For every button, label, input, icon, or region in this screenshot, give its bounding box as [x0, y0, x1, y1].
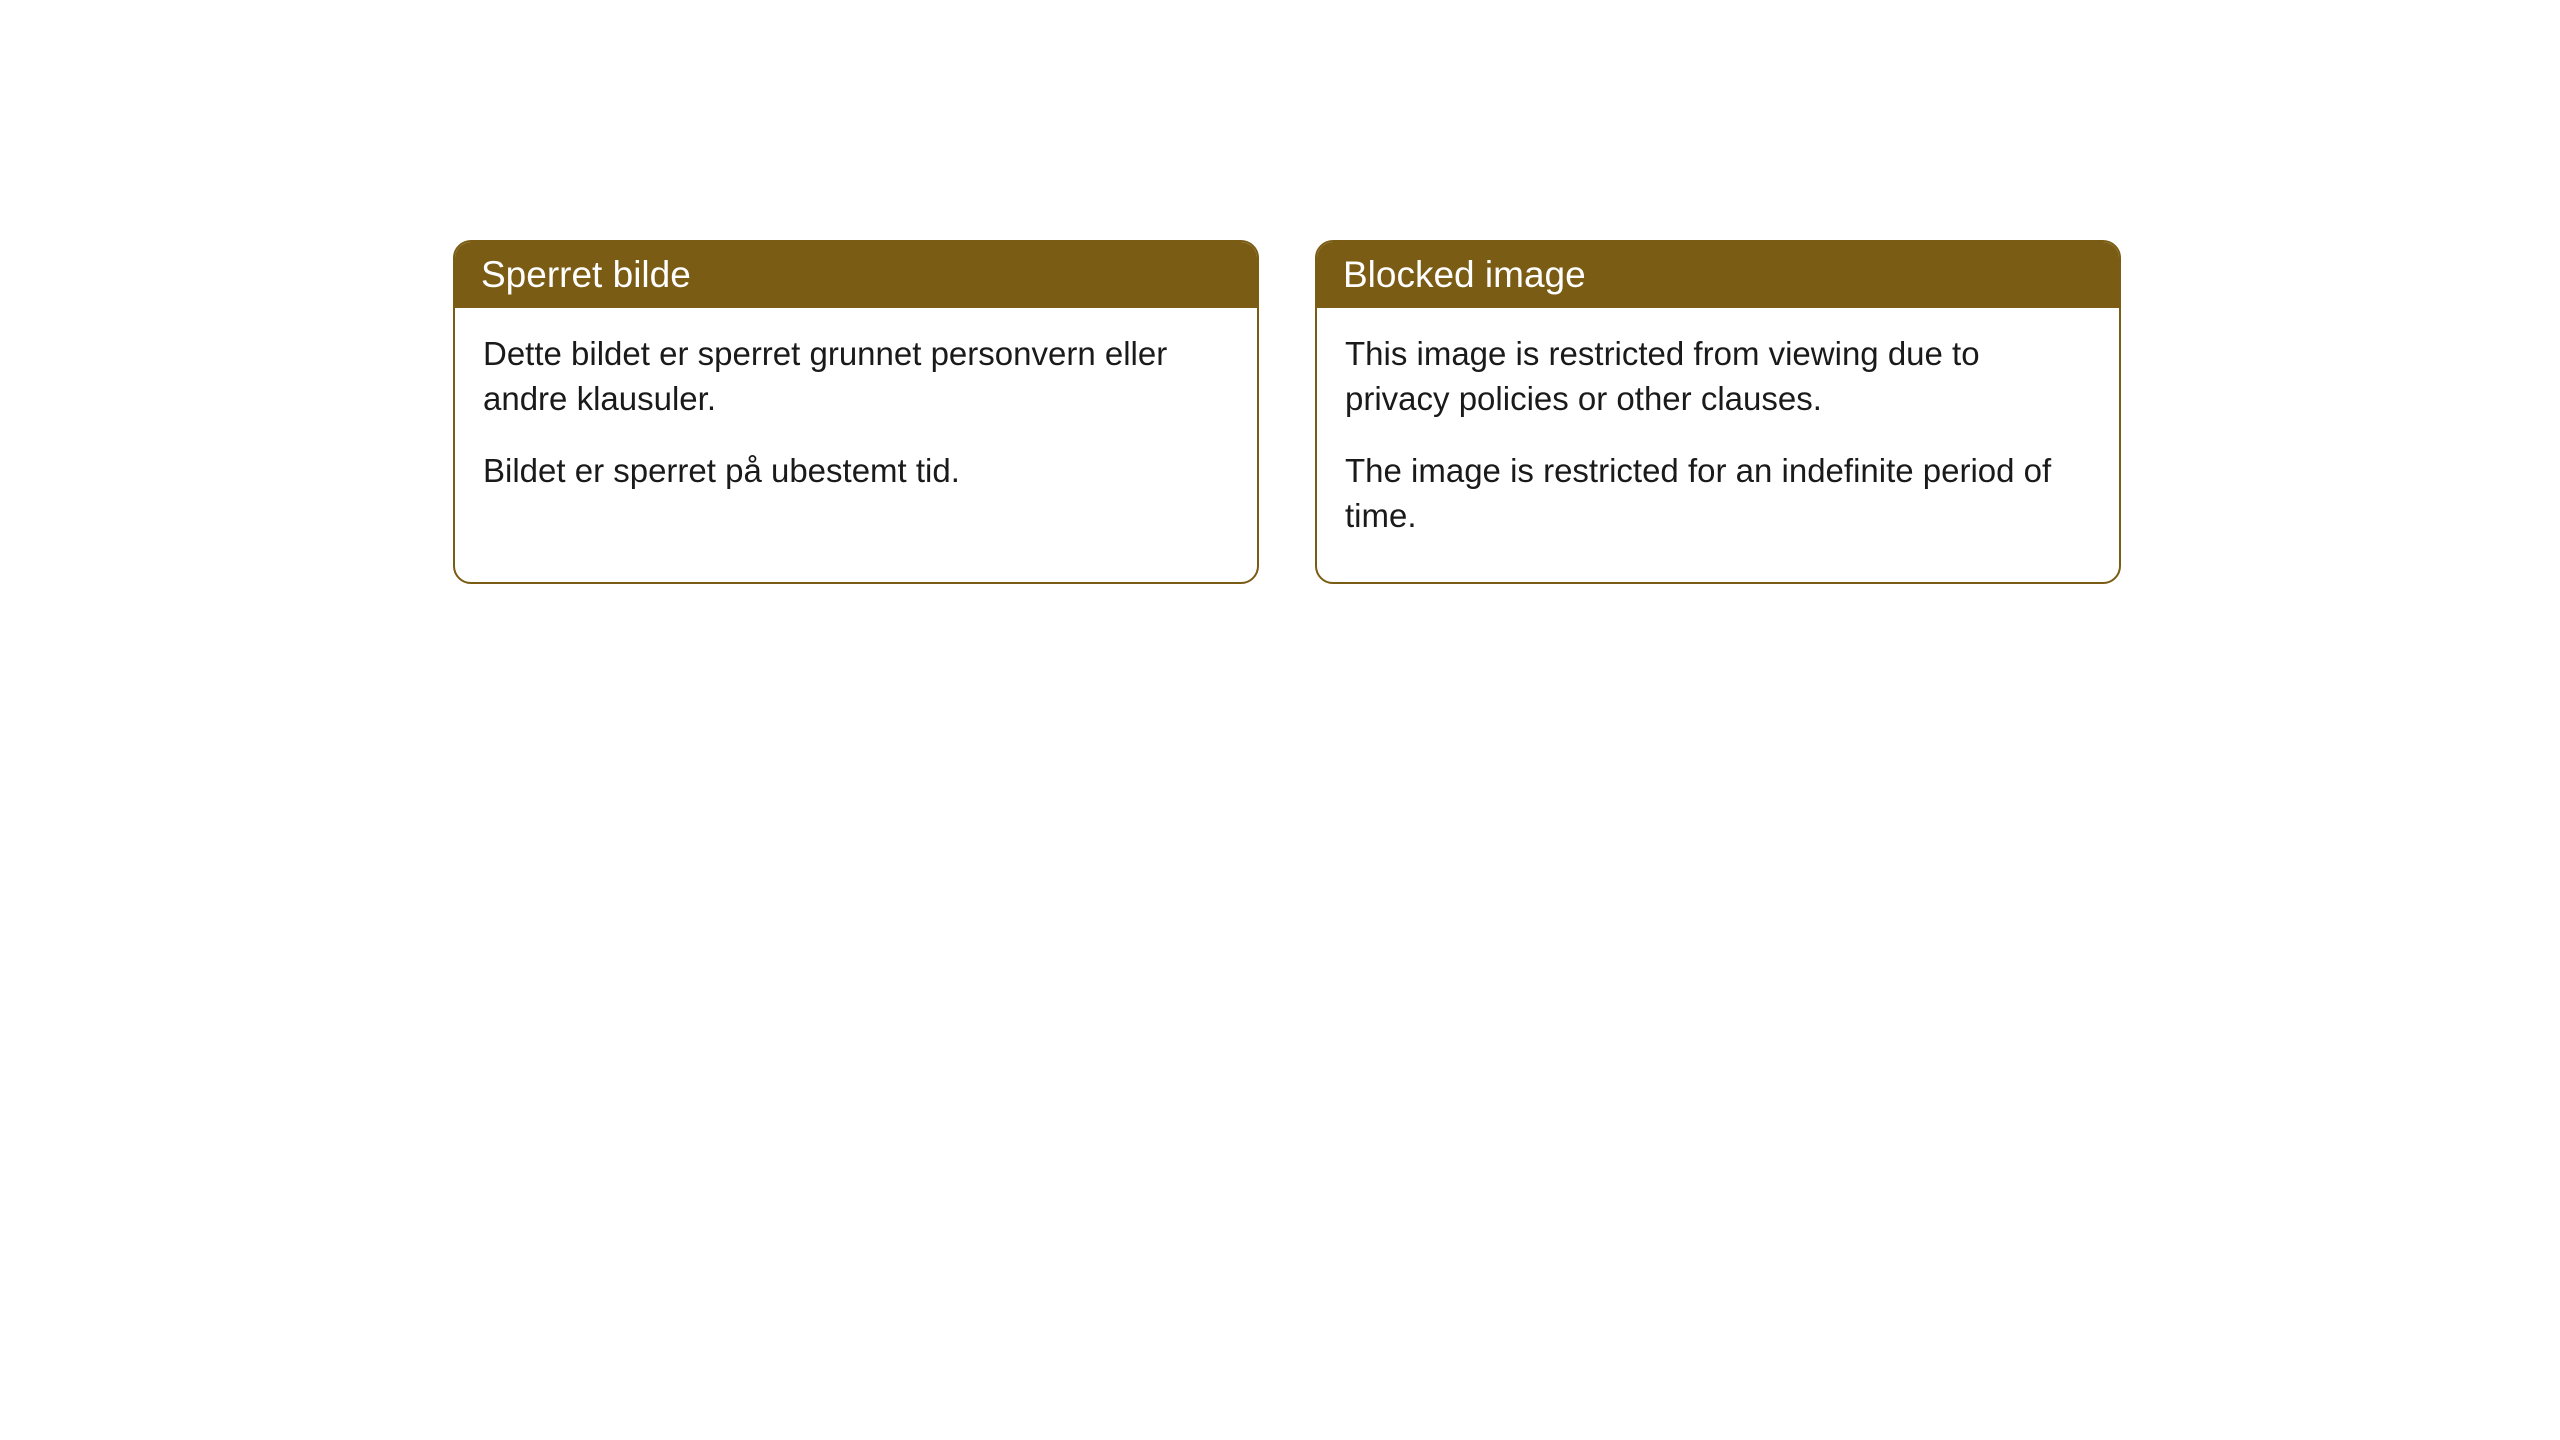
cards-container: Sperret bilde Dette bildet er sperret gr… — [453, 240, 2121, 584]
card-norwegian: Sperret bilde Dette bildet er sperret gr… — [453, 240, 1259, 584]
card-english: Blocked image This image is restricted f… — [1315, 240, 2121, 584]
card-paragraph: The image is restricted for an indefinit… — [1345, 449, 2091, 538]
card-paragraph: This image is restricted from viewing du… — [1345, 332, 2091, 421]
card-header-english: Blocked image — [1317, 242, 2119, 308]
card-paragraph: Dette bildet er sperret grunnet personve… — [483, 332, 1229, 421]
card-body-norwegian: Dette bildet er sperret grunnet personve… — [455, 308, 1257, 538]
card-body-english: This image is restricted from viewing du… — [1317, 308, 2119, 582]
card-paragraph: Bildet er sperret på ubestemt tid. — [483, 449, 1229, 494]
card-header-norwegian: Sperret bilde — [455, 242, 1257, 308]
